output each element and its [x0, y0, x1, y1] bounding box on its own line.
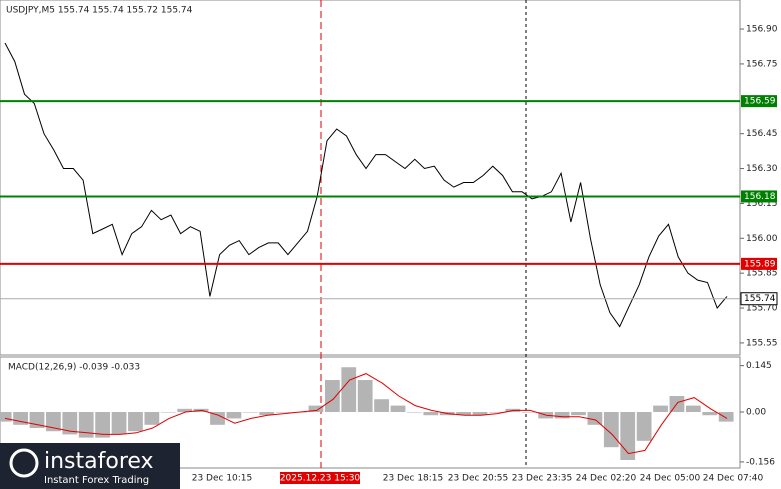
macd-bar: [226, 412, 242, 419]
level-label-box: [741, 257, 777, 270]
x-tick-label: 24 Dec 02:20: [576, 474, 637, 484]
y-tick-label: 156.30: [746, 164, 778, 174]
macd-bar: [144, 412, 160, 425]
macd-bar: [46, 412, 61, 432]
macd-bar: [571, 412, 586, 416]
level-label: 155.74: [744, 294, 776, 304]
x-tick-label: 24 Dec 07:40: [703, 474, 764, 484]
macd-bar: [111, 412, 127, 435]
macd-bar: [636, 412, 652, 441]
level-label-box: [741, 95, 777, 108]
macd-bar: [275, 412, 291, 413]
logo-icon: [9, 448, 39, 478]
x-tick-label: 23 Dec 23:35: [512, 474, 573, 484]
macd-bar: [324, 380, 340, 413]
y-tick-label: 156.75: [746, 59, 778, 69]
macd-bar: [177, 408, 193, 413]
level-label-box: [740, 292, 778, 306]
y-tick-label: 156.15: [746, 199, 778, 209]
y-tick-label: 0.145: [746, 361, 772, 371]
level-label-box: [741, 190, 777, 203]
y-tick-label: 155.70: [746, 304, 778, 314]
y-tick-label: 155.85: [746, 269, 778, 279]
y-tick-label: -0.156: [746, 457, 775, 467]
x-tick-label: 24 Dec 05:00: [640, 474, 701, 484]
macd-bar: [210, 412, 225, 425]
level-label: 155.89: [744, 259, 776, 269]
macd-bar: [0, 412, 12, 422]
price-line: [4, 42, 728, 328]
macd-bar: [374, 399, 389, 413]
level-label: 156.59: [744, 97, 776, 107]
macd-bar: [308, 405, 324, 413]
macd-bar: [472, 412, 488, 416]
x-tick-label: 23 Dec 18:15: [383, 474, 444, 484]
macd-bar: [587, 412, 603, 425]
macd-bar: [489, 412, 504, 413]
macd-bar: [78, 412, 94, 438]
macd-bar: [423, 412, 439, 416]
macd-bar: [13, 412, 28, 425]
x-tick-label: 23 Dec 10:15: [192, 474, 253, 484]
macd-bar: [259, 412, 275, 416]
signal-line: [4, 373, 728, 455]
macd-bar: [685, 405, 701, 413]
macd-bar: [653, 405, 668, 413]
price-panel: [0, 0, 741, 356]
macd-bar: [554, 412, 570, 419]
y-tick-label: 156.45: [746, 129, 778, 139]
macd-bar: [341, 367, 357, 413]
macd-title: MACD(12,26,9) -0.039 -0.033: [8, 363, 140, 373]
level-label: 156.18: [744, 192, 776, 202]
x-tick-label: 23 Dec 20:55: [448, 474, 509, 484]
macd-bar: [718, 412, 734, 422]
y-tick-label: 156.90: [746, 25, 778, 35]
macd-bar: [62, 412, 78, 435]
macd-bar: [456, 412, 472, 416]
y-tick-label: 156.00: [746, 234, 778, 244]
macd-bar: [390, 405, 406, 413]
chart-title: USDJPY,M5 155.74 155.74 155.72 155.74: [6, 6, 193, 16]
macd-bar: [702, 412, 718, 416]
macd-bar: [242, 412, 258, 413]
y-tick-label: 0.00: [746, 408, 766, 418]
macd-bar: [160, 412, 176, 413]
cursor-time-box: [280, 472, 360, 484]
logo-tagline: Instant Forex Trading: [44, 475, 149, 486]
macd-bar: [407, 412, 422, 413]
macd-bar: [128, 412, 143, 432]
macd-bar: [357, 380, 373, 413]
macd-bar: [521, 412, 537, 413]
macd-bar: [95, 412, 111, 438]
y-tick-label: 155.55: [746, 338, 778, 348]
x-tick-label: 2025.12.23 15:30: [280, 474, 361, 484]
logo-name: instaforex: [44, 449, 154, 474]
